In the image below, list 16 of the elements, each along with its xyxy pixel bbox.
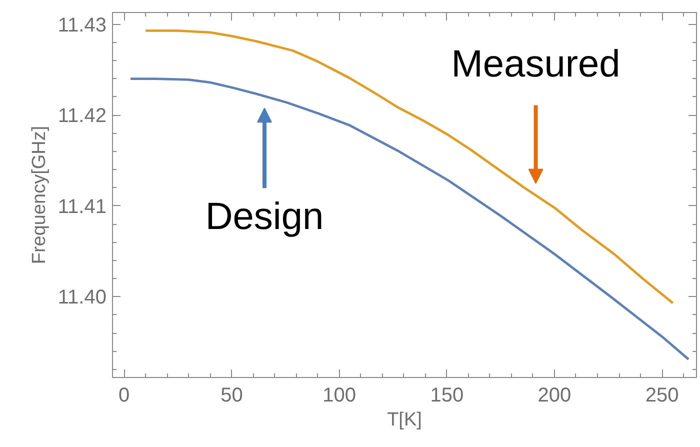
y-tick-label: 11.42 [58, 105, 107, 128]
x-tick-label: 50 [220, 384, 243, 406]
x-tick-label: 250 [645, 384, 679, 406]
x-tick-label: 200 [538, 384, 572, 406]
x-axis-title: T[K] [387, 410, 422, 430]
series-label: Measured [451, 43, 620, 86]
y-tick-label: 11.43 [58, 14, 107, 36]
y-tick-label: 11.40 [58, 286, 107, 309]
y-tick-label: 11.41 [58, 196, 107, 218]
x-tick-label: 0 [118, 384, 130, 406]
series-label: Design [205, 196, 324, 238]
line-series [144, 29, 674, 304]
y-axis-title: Frequency[GHz] [28, 126, 50, 264]
line-series [129, 78, 690, 361]
x-tick-label: 100 [322, 384, 356, 406]
x-tick-label: 150 [430, 384, 464, 406]
